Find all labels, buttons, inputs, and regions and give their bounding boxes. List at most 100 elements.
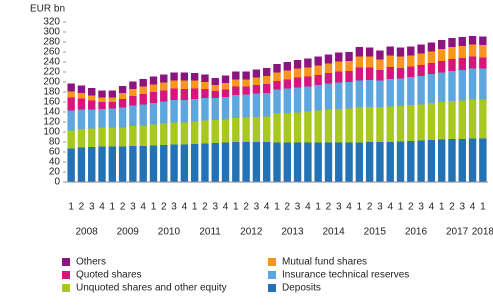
legend-label: Insurance technical reserves	[282, 270, 409, 281]
bar-segment	[335, 82, 343, 109]
y-axis-label: EUR bn	[30, 4, 65, 15]
x-tick-label: 3	[459, 202, 465, 213]
bar-segment	[180, 144, 189, 182]
bar-segment	[417, 53, 425, 65]
x-tick-label: 1	[151, 202, 157, 213]
bar-segment	[232, 86, 240, 95]
y-tick-label: 320	[43, 17, 60, 28]
x-tick-label: 3	[212, 202, 218, 213]
bar-segment	[365, 107, 374, 142]
year-label: 2016	[405, 227, 428, 238]
bar-segment	[376, 107, 384, 142]
bar-segment	[283, 62, 291, 71]
bar-segment	[365, 47, 374, 57]
bar-segment	[427, 51, 436, 63]
bar-segment	[417, 104, 425, 141]
bar-segment	[180, 80, 189, 89]
bar-segment	[437, 102, 446, 140]
bar-segment	[232, 95, 240, 118]
bar-segment	[67, 91, 75, 98]
bar-segment	[170, 80, 178, 89]
bar-segment	[273, 81, 281, 90]
bar-segment	[293, 87, 302, 113]
x-tick-label: 1	[274, 202, 280, 213]
bar-segment	[304, 76, 312, 87]
bar-segment	[427, 42, 436, 52]
bar-segment	[263, 76, 271, 84]
legend-swatch	[62, 271, 70, 279]
x-tick-label: 1	[398, 202, 404, 213]
bar-segment	[376, 50, 384, 60]
bar-segment	[293, 112, 302, 143]
y-tick-label: 80	[49, 137, 61, 148]
bar-segment	[242, 94, 250, 118]
bar-segment	[458, 139, 466, 182]
y-tick-label: 280	[43, 37, 60, 48]
bar-segment	[129, 105, 137, 126]
bar-segment	[273, 72, 281, 81]
bar-segment	[437, 49, 446, 61]
x-tick-label: 1	[192, 202, 198, 213]
bar-segment	[417, 76, 425, 105]
x-tick-label: 3	[418, 202, 424, 213]
bar-segment	[149, 103, 158, 125]
bar-segment	[160, 74, 168, 83]
legend-label: Mutual fund shares	[282, 257, 367, 268]
bar-segment	[448, 139, 456, 182]
year-label: 2014	[322, 227, 345, 238]
bar-segment	[170, 72, 178, 81]
bar-segment	[160, 145, 168, 182]
bar-segment	[283, 79, 291, 89]
x-tick-label: 1	[439, 202, 445, 213]
bar-segment	[139, 94, 147, 105]
bar-segment	[129, 89, 137, 96]
bar-segment	[324, 142, 333, 182]
x-tick-label: 3	[130, 202, 136, 213]
bar-segment	[448, 38, 456, 47]
x-tick-label: 1	[233, 202, 239, 213]
bar-segment	[386, 55, 394, 67]
x-tick-label: 1	[110, 202, 116, 213]
bar-segment	[242, 79, 250, 87]
bar-segment	[221, 97, 230, 120]
bar-segment	[160, 90, 168, 102]
bar-segment	[324, 63, 333, 73]
x-tick-label: 2	[202, 202, 208, 213]
bar-segment	[211, 78, 219, 85]
x-tick-label: 4	[182, 202, 188, 213]
bar-segment	[211, 143, 219, 182]
x-tick-label: 1	[68, 202, 74, 213]
bar-segment	[293, 68, 302, 78]
bar-segment	[170, 144, 178, 182]
bar-segment	[139, 146, 147, 182]
bar-segment	[365, 67, 374, 80]
bar-segment	[118, 127, 127, 147]
bar-segment	[108, 97, 117, 102]
bar-segment	[77, 147, 86, 182]
y-tick-label: 300	[43, 27, 60, 38]
bar-segment	[437, 139, 446, 182]
bar-segment	[221, 89, 230, 97]
bar-segment	[335, 52, 343, 62]
legend-label: Others	[76, 257, 106, 268]
bar-segment	[201, 82, 209, 89]
bar-segment	[160, 101, 168, 124]
bar-segment	[67, 130, 75, 149]
bar-segment	[98, 109, 106, 128]
bar-segment	[221, 142, 230, 182]
legend-swatch	[62, 284, 70, 292]
bar-segment	[242, 86, 250, 95]
bar-segment	[324, 83, 333, 110]
bar-segment	[129, 146, 137, 182]
bar-segment	[242, 71, 250, 80]
bar-segment	[396, 78, 405, 106]
bar-segment	[211, 98, 219, 120]
bar-segment	[263, 93, 271, 117]
bar-segment	[314, 65, 322, 75]
bar-segment	[479, 99, 487, 139]
bar-segment	[376, 70, 384, 81]
bar-segment	[88, 88, 96, 96]
bar-segment	[221, 75, 230, 83]
bar-segment	[252, 85, 261, 94]
bar-segment	[355, 56, 364, 68]
